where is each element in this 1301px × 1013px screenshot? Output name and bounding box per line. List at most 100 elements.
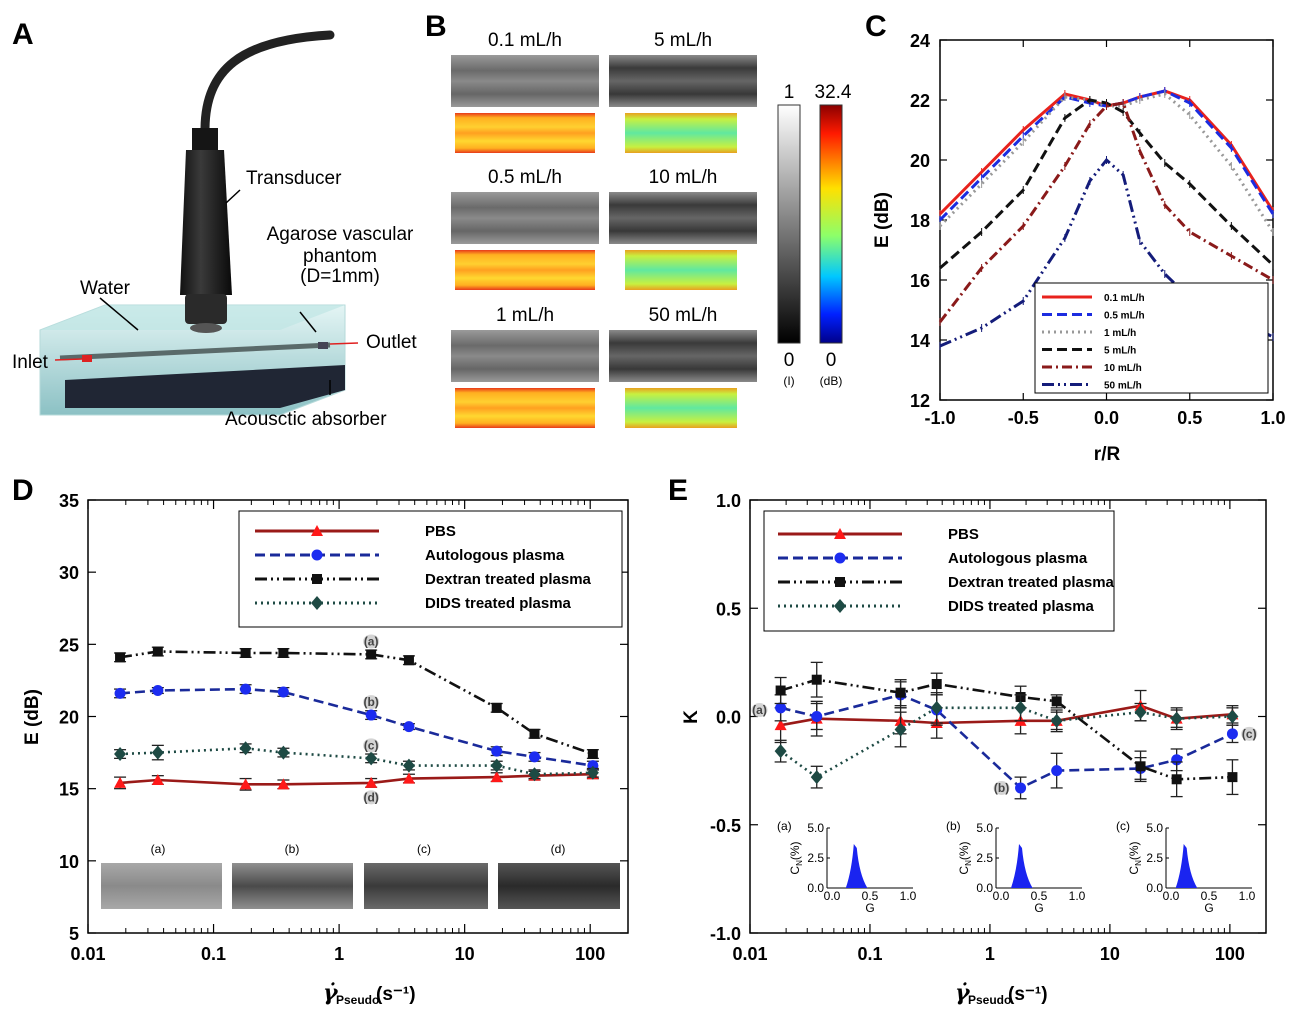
us-image-0.1 [451, 55, 599, 107]
chart-c: -1.0 -0.5 0.0 0.5 1.0 12 14 16 18 20 22 24 0.1 mL/h… [910, 31, 1286, 428]
chartD-point-dids-treated-plasma [114, 747, 127, 762]
inset-xtick-label: 1.0 [1239, 889, 1256, 903]
chartD-point-dids-treated-plasma [586, 765, 599, 780]
chartE-point-dextran-treated-plasma [1171, 774, 1182, 785]
echo-map-5 [625, 113, 737, 153]
chartD-legend-label-autologous-plasma: Autologous plasma [425, 547, 565, 564]
flow-label-0.5: 0.5 mL/h [488, 167, 562, 188]
chart-c-legend-label-0-1-ml-h: 0.1 mL/h [1104, 293, 1145, 304]
chartE-point-dids-treated-plasma [810, 770, 823, 785]
chart-e-xlabel-unit: (s⁻¹) [1008, 984, 1048, 1005]
panel-label-e: E [668, 474, 688, 507]
chartE-point-label: (c) [1242, 727, 1257, 741]
chart-d-xlabel-sub: Pseudo [336, 993, 379, 1007]
inset-xtick-label: 0.0 [824, 889, 841, 903]
chartD-legend-marker-dextran-treated-plasma [312, 574, 322, 584]
chartD-legend-label-pbs: PBS [425, 523, 456, 540]
chartD-point-dids-treated-plasma [277, 745, 290, 760]
chartE-xtick-label: 100 [1215, 944, 1245, 964]
chartD-point-dextran-treated-plasma [587, 749, 598, 760]
inset-label: (c) [1116, 819, 1130, 833]
chartE-legend-label-dextran-treated-plasma: Dextran treated plasma [948, 574, 1115, 591]
chartD-point-label: (a) [364, 634, 379, 648]
inset-label: (b) [946, 819, 961, 833]
chartD-point-autologous-plasma [528, 751, 540, 763]
chartD-point-pbs [402, 772, 415, 784]
chart-c-ytick-label: 18 [910, 211, 930, 231]
chartD-legend-marker-dids-treated-plasma [311, 596, 323, 610]
inset-ylabel-main: C [957, 866, 971, 875]
inset-image-label-a: (a) [151, 842, 166, 856]
chartE-ytick-label: 0.5 [716, 599, 741, 619]
chart-d-ylabel: E (dB) [22, 689, 43, 745]
inset-ylabel-suffix: (%) [957, 841, 971, 860]
transducer-label: Transducer [246, 168, 342, 189]
inset-xtick-label: 0.5 [1201, 889, 1218, 903]
chartD-point-label: (c) [364, 738, 379, 752]
chartD-point-autologous-plasma [240, 683, 252, 695]
chartD-point-autologous-plasma [403, 721, 415, 733]
chartE-point-dextran-treated-plasma [811, 674, 822, 685]
us-image-5 [609, 55, 757, 107]
outlet-port [318, 342, 328, 349]
chartD-ytick-label: 15 [59, 780, 79, 800]
vascular-phantom [59, 342, 331, 361]
chartE-point-autologous-plasma [1051, 765, 1063, 777]
us-image-10 [609, 192, 757, 244]
phantom-label-1: Agarose vascular [267, 224, 414, 245]
inset-xtick-label: 1.0 [1069, 889, 1086, 903]
inset-ytick-label: 2.5 [1146, 851, 1163, 865]
chartD-point-label: (b) [363, 695, 378, 709]
chartE-point-dids-treated-plasma [1014, 700, 1027, 715]
chartE-series-dids-treated-plasma [779, 706, 1233, 779]
chartD-xtick-label: 0.01 [70, 944, 105, 964]
inset-xlabel: G [865, 901, 874, 915]
outlet-arrow [329, 342, 359, 345]
chartE-legend-label-autologous-plasma: Autologous plasma [948, 550, 1088, 567]
chart-c-ytick-label: 12 [910, 391, 930, 411]
chartE-point-dids-treated-plasma [1050, 713, 1063, 728]
chartE-point-dextran-treated-plasma [1227, 772, 1238, 783]
chartE-point-dids-treated-plasma [1226, 709, 1239, 724]
color-scale-min: 0 [826, 350, 837, 371]
chartD-point-pbs [277, 778, 290, 790]
chartE-legend-marker-dextran-treated-plasma [835, 577, 845, 587]
inset-image-label-c: (c) [417, 842, 431, 856]
chart-c-ytick-label: 20 [910, 151, 930, 171]
chartE-point-label-bg [751, 703, 768, 718]
chartD-point-autologous-plasma [277, 686, 289, 698]
chartE-point-dids-treated-plasma [930, 700, 943, 715]
chartD-point-dextran-treated-plasma [240, 647, 251, 658]
inset-histogram [1175, 844, 1198, 888]
inset-image-b [232, 863, 353, 909]
inset-ylabel-suffix: (%) [1127, 841, 1141, 860]
chartE-xtick-label: 0.01 [732, 944, 767, 964]
echo-map-0.1 [455, 113, 595, 153]
color-scale-max: 32.4 [815, 82, 852, 103]
gray-colorbar [777, 104, 801, 344]
chartD-series-dids-treated-plasma [119, 746, 593, 776]
chartD-ytick-label: 35 [59, 491, 79, 511]
us-image-50 [609, 330, 757, 382]
chart-c-series-1-ml-h [938, 92, 1275, 233]
chartD-point-dids-treated-plasma [365, 751, 378, 766]
inset-ylabel-main: C [1127, 866, 1141, 875]
flow-label-5: 5 mL/h [654, 30, 712, 51]
chartE-point-dextran-treated-plasma [895, 687, 906, 698]
chartD-point-autologous-plasma [114, 687, 126, 699]
chart-e: 0.01 0.1 1 10 100 -1.0 -0.5 0.0 0.5 1.0 (a) (b) (c)… [710, 491, 1267, 964]
chartD-point-dids-treated-plasma [490, 758, 503, 773]
chartD-point-pbs [365, 776, 378, 788]
chartD-point-pbs [490, 771, 503, 783]
chartD-ytick-label: 10 [59, 852, 79, 872]
chartD-xtick-label: 10 [455, 944, 475, 964]
water-label: Water [80, 278, 131, 299]
chartE-point-autologous-plasma [775, 702, 787, 714]
chartD-point-dextran-treated-plasma [403, 655, 414, 666]
color-scale-unit: (dB) [820, 374, 843, 388]
inset-image-c [364, 863, 488, 909]
chart-e-legend [763, 510, 1115, 632]
chartD-xtick-label: 100 [575, 944, 605, 964]
chartD-ytick-label: 30 [59, 563, 79, 583]
